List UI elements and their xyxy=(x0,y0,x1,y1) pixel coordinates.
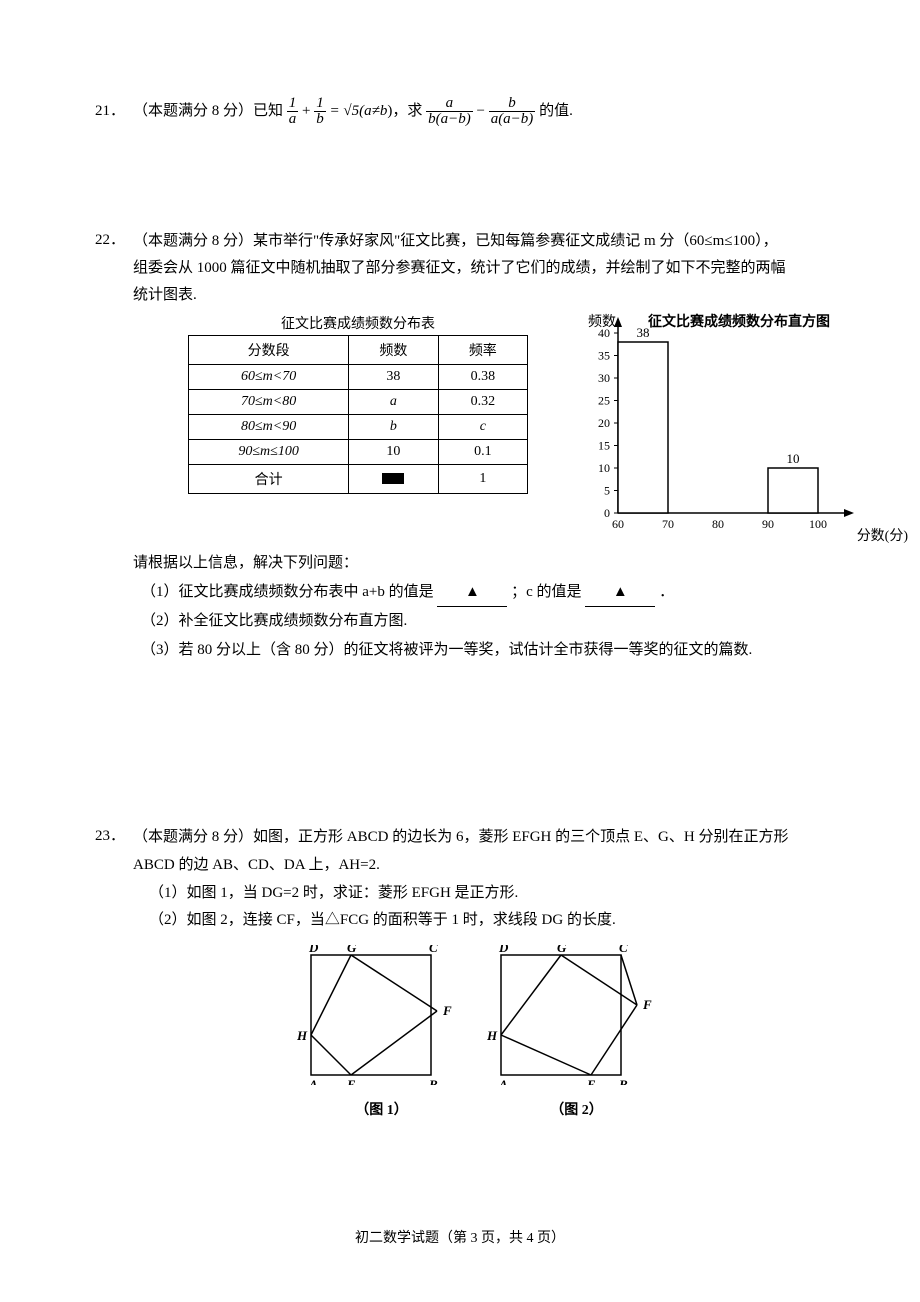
problem-22-number: 22． xyxy=(95,228,125,249)
svg-text:A: A xyxy=(308,1077,318,1085)
blackbox-icon xyxy=(382,473,404,484)
svg-text:D: D xyxy=(498,945,509,955)
svg-text:G: G xyxy=(557,945,567,955)
svg-text:30: 30 xyxy=(598,371,610,385)
figure-1-svg: D G C F H A E B xyxy=(297,945,467,1085)
fig2-caption: （图 2） xyxy=(487,1098,667,1124)
svg-text:80: 80 xyxy=(712,517,724,531)
svg-text:G: G xyxy=(347,945,357,955)
svg-text:H: H xyxy=(297,1028,308,1043)
q22-2: （2）补全征文比赛成绩频数分布直方图. xyxy=(141,607,908,636)
table-row: 90≤m≤100 10 0.1 xyxy=(189,440,528,465)
x-axis-label: 分数(分) xyxy=(857,525,908,545)
svg-text:15: 15 xyxy=(598,439,610,453)
table-row: 60≤m<70 38 0.38 xyxy=(189,365,528,390)
frac-1b: 1 b xyxy=(314,96,326,127)
p21-minus: − xyxy=(476,103,484,119)
p21-tail: 的值. xyxy=(539,103,573,119)
histogram-svg: 0510152025303540607080901003810 xyxy=(568,313,868,533)
fig1-caption: （图 1） xyxy=(297,1098,467,1124)
table-row: 合计 1 xyxy=(189,465,528,494)
svg-text:10: 10 xyxy=(598,461,610,475)
col-range: 分数段 xyxy=(189,336,349,365)
p23-line2: ABCD 的边 AB、CD、DA 上，AH=2. xyxy=(133,857,380,873)
figure-2: D G C F H A E B （图 2） xyxy=(487,945,667,1124)
svg-text:F: F xyxy=(642,997,652,1012)
chart-title: 征文比赛成绩频数分布直方图 xyxy=(648,311,830,331)
frequency-table-block: 征文比赛成绩频数分布表 分数段 频数 频率 60≤m<70 38 0.38 xyxy=(188,313,528,533)
table-title: 征文比赛成绩频数分布表 xyxy=(188,313,528,333)
svg-text:F: F xyxy=(442,1003,452,1018)
blank-c: ▲ xyxy=(585,578,655,608)
svg-text:20: 20 xyxy=(598,416,610,430)
problem-23-number: 23． xyxy=(95,824,125,845)
p21-eq: = √5( xyxy=(330,103,365,119)
svg-text:0: 0 xyxy=(604,506,610,520)
q22-1: （1）征文比赛成绩频数分布表中 a+b 的值是 ▲ ；c 的值是 ▲ ． xyxy=(141,578,908,608)
q22-3: （3）若 80 分以上（含 80 分）的征文将被评为一等奖，试估计全市获得一等奖… xyxy=(141,636,908,665)
table-row: 70≤m<80 a 0.32 xyxy=(189,390,528,415)
problem-21-number: 21． xyxy=(95,95,125,128)
histogram-chart: 频数 征文比赛成绩频数分布直方图 05101520253035406070809… xyxy=(568,313,908,533)
table-header-row: 分数段 频数 频率 xyxy=(189,336,528,365)
svg-text:H: H xyxy=(487,1028,498,1043)
figure-1: D G C F H A E B （图 1） xyxy=(297,945,467,1124)
svg-text:B: B xyxy=(428,1077,438,1085)
blank-ab: ▲ xyxy=(437,578,507,608)
svg-text:35: 35 xyxy=(598,349,610,363)
svg-text:5: 5 xyxy=(604,484,610,498)
svg-text:25: 25 xyxy=(598,394,610,408)
col-rate: 频率 xyxy=(438,336,527,365)
svg-text:A: A xyxy=(498,1077,508,1085)
problem-21-body: （本题满分 8 分）已知 1 a + 1 b = √5(a≠b)，求 a b(a… xyxy=(133,95,830,128)
blackbox-cell xyxy=(349,465,438,494)
svg-text:90: 90 xyxy=(762,517,774,531)
svg-text:E: E xyxy=(346,1077,356,1085)
p21-cond: a≠b xyxy=(364,103,387,119)
p23-q1: （1）如图 1，当 DG=2 时，求证：菱形 EFGH 是正方形. xyxy=(149,880,518,908)
svg-text:10: 10 xyxy=(787,451,800,466)
p21-after: )，求 xyxy=(387,103,422,119)
svg-text:60: 60 xyxy=(612,517,624,531)
svg-text:C: C xyxy=(429,945,438,955)
p22-line1: （本题满分 8 分）某市举行"传承好家风"征文比赛，已知每篇参赛征文成绩记 m … xyxy=(133,233,778,249)
p22-line3: 统计图表. xyxy=(133,287,197,303)
svg-text:100: 100 xyxy=(809,517,827,531)
problem-22: 22． （本题满分 8 分）某市举行"传承好家风"征文比赛，已知每篇参赛征文成绩… xyxy=(95,228,830,664)
y-axis-label: 频数 xyxy=(588,311,616,331)
p23-q2: （2）如图 2，连接 CF，当△FCG 的面积等于 1 时，求线段 DG 的长度… xyxy=(149,907,616,935)
page-footer: 初二数学试题（第 3 页，共 4 页） xyxy=(0,1227,920,1247)
svg-text:E: E xyxy=(586,1077,596,1085)
svg-text:C: C xyxy=(619,945,628,955)
problem-21: 21． （本题满分 8 分）已知 1 a + 1 b = √5(a≠b)，求 a… xyxy=(95,95,830,128)
frequency-table: 分数段 频数 频率 60≤m<70 38 0.38 70≤m<80 xyxy=(188,335,528,494)
svg-text:D: D xyxy=(308,945,319,955)
frac-1a: 1 a xyxy=(287,96,299,127)
col-freq: 频数 xyxy=(349,336,438,365)
frac-b-over: b a(a−b) xyxy=(489,96,536,127)
p21-plus: + xyxy=(302,103,310,119)
svg-text:70: 70 xyxy=(662,517,674,531)
svg-text:B: B xyxy=(618,1077,628,1085)
q22-intro: 请根据以上信息，解决下列问题： xyxy=(133,549,908,578)
frac-a-over: a b(a−b) xyxy=(426,96,473,127)
table-row: 80≤m<90 b c xyxy=(189,415,528,440)
p22-line2: 组委会从 1000 篇征文中随机抽取了部分参赛征文，统计了它们的成绩，并绘制了如… xyxy=(133,260,786,276)
problem-23: 23． （本题满分 8 分）如图，正方形 ABCD 的边长为 6，菱形 EFGH… xyxy=(95,824,830,1124)
figure-2-svg: D G C F H A E B xyxy=(487,945,667,1085)
p21-text-1: （本题满分 8 分）已知 xyxy=(133,103,283,119)
p23-line1: （本题满分 8 分）如图，正方形 ABCD 的边长为 6，菱形 EFGH 的三个… xyxy=(133,829,788,845)
